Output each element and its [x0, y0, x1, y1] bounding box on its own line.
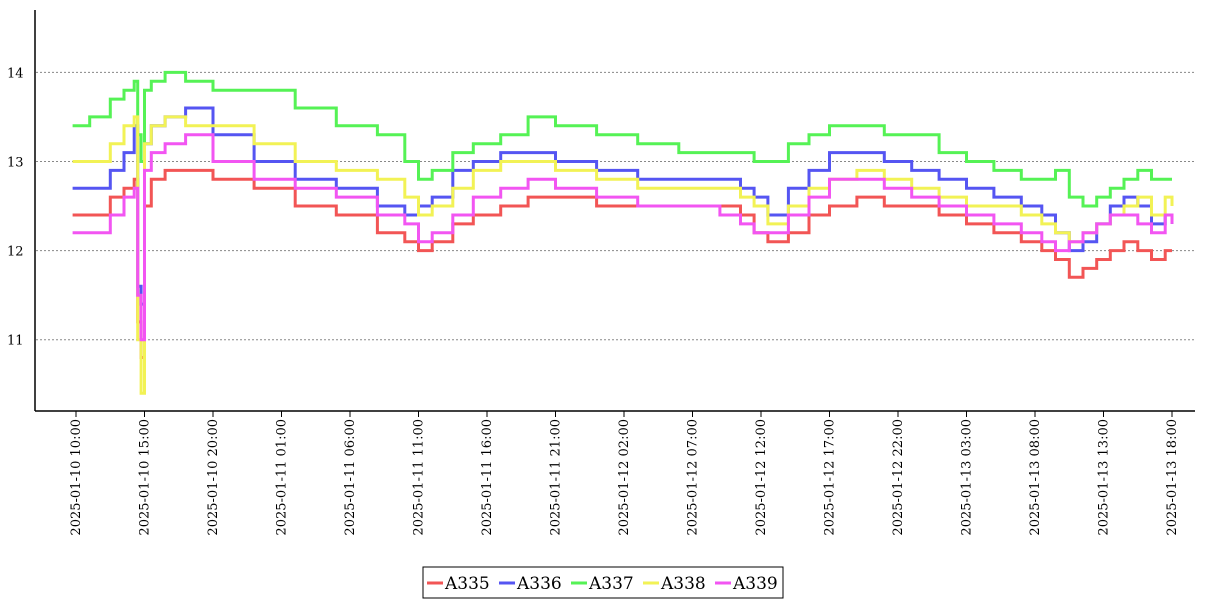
legend-label: A335 — [444, 574, 490, 594]
series-line-a337 — [72, 70, 1172, 208]
legend-label: A336 — [516, 574, 562, 594]
x-tick-label: 2025-01-12 02:00 — [617, 419, 632, 536]
y-tick-label: 11 — [7, 334, 24, 349]
legend-label: A337 — [588, 574, 634, 594]
series-line-a339 — [72, 133, 1174, 342]
x-tick-label: 2025-01-12 07:00 — [686, 419, 701, 536]
x-tick-labels: 2025-01-10 10:00 2025-01-10 15:00 2025-01-… — [69, 411, 1180, 536]
legend: A335 A336 A337 A338 A339 — [422, 566, 784, 599]
x-tick-label: 2025-01-11 11:00 — [412, 419, 427, 536]
series-line-a338 — [72, 115, 1174, 395]
x-tick-label: 2025-01-13 18:00 — [1165, 419, 1180, 536]
x-tick-label: 2025-01-11 01:00 — [275, 419, 290, 536]
x-tick-label: 2025-01-12 12:00 — [754, 419, 769, 536]
series-lines — [72, 70, 1174, 395]
x-tick-label: 2025-01-12 17:00 — [823, 419, 838, 536]
x-tick-label: 2025-01-13 03:00 — [960, 419, 975, 536]
x-tick-label: 2025-01-11 06:00 — [343, 419, 358, 536]
x-tick-label: 2025-01-10 15:00 — [138, 419, 153, 536]
y-tick-label: 14 — [7, 66, 24, 81]
x-tick-label: 2025-01-11 16:00 — [480, 419, 495, 536]
x-tick-label: 2025-01-12 22:00 — [891, 419, 906, 536]
y-tick-labels: 11 12 13 14 — [7, 66, 24, 348]
x-tick-label: 2025-01-13 13:00 — [1097, 419, 1112, 536]
x-tick-label: 2025-01-13 08:00 — [1028, 419, 1043, 536]
y-tick-label: 13 — [7, 155, 24, 170]
legend-label: A339 — [732, 574, 778, 594]
y-tick-label: 12 — [7, 245, 24, 260]
axes — [34, 10, 1195, 412]
x-tick-label: 2025-01-10 10:00 — [69, 419, 84, 536]
x-tick-label: 2025-01-11 21:00 — [549, 419, 564, 536]
legend-label: A338 — [660, 574, 706, 594]
x-tick-label: 2025-01-10 20:00 — [206, 419, 221, 536]
